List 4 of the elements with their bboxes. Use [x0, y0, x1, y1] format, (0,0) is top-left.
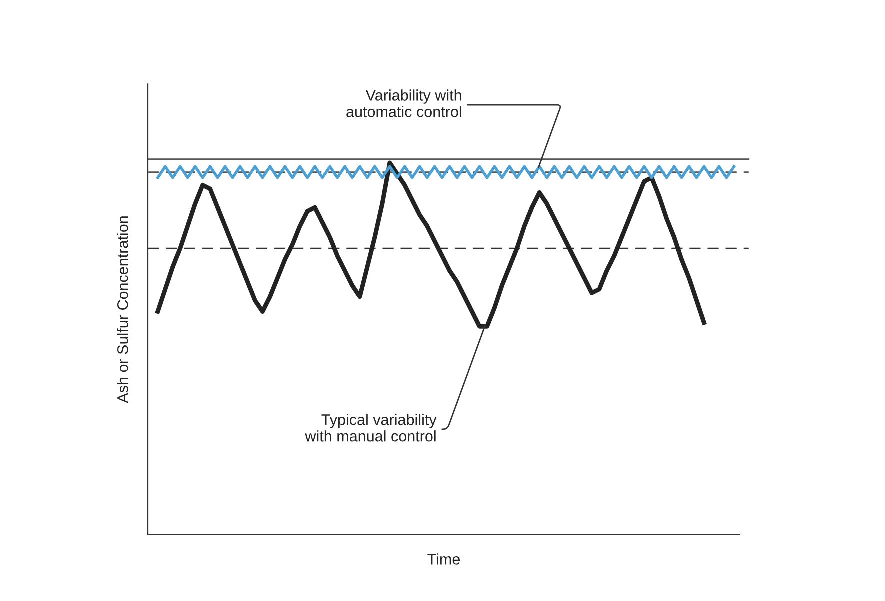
x-axis-title: Time [428, 554, 460, 565]
y-axis-title: Ash or Sulfur Concentration [117, 216, 128, 404]
annotation: Typical variability with manual control [305, 414, 437, 442]
text: Variability with automatic control [346, 90, 462, 118]
